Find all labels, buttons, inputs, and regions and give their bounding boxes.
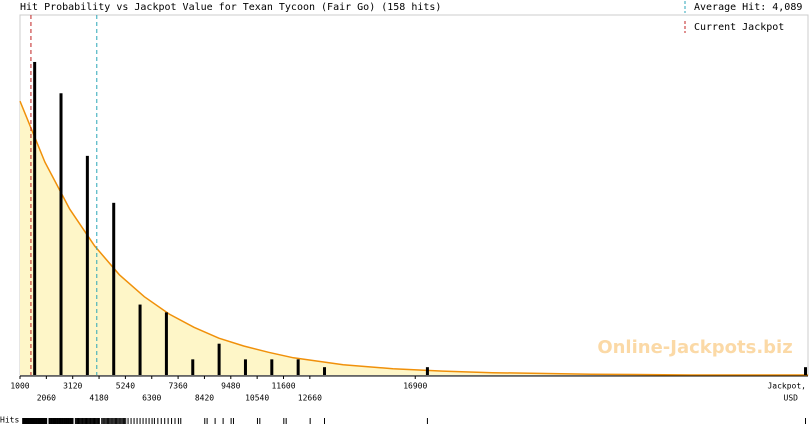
x-tick-label: 12660 (298, 394, 322, 403)
curve-line (19, 100, 808, 376)
bar (112, 202, 116, 375)
bar (323, 367, 327, 375)
legend-label: Current Jackpot (694, 22, 784, 33)
x-tick-label: 8420 (195, 394, 214, 403)
x-tick-label: 5240 (116, 382, 135, 391)
x-tick-label: 6300 (142, 394, 161, 403)
x-tick-label: 1000 (10, 382, 29, 391)
bar (191, 359, 195, 375)
bar (164, 312, 168, 375)
rug-label: Hits (0, 416, 19, 425)
legend-label: Average Hit: 4,089 (694, 2, 802, 13)
curve-area (20, 101, 808, 375)
x-tick-label: 4180 (89, 394, 108, 403)
x-tick-label: 9480 (221, 382, 240, 391)
watermark: Online-Jackpots.biz (597, 337, 792, 358)
x-tick-label: 10540 (245, 394, 269, 403)
bar (296, 359, 300, 375)
bar (33, 61, 37, 376)
bar (425, 367, 429, 375)
bar (243, 359, 247, 375)
x-tick-label: 2060 (37, 394, 56, 403)
x-tick-label: 16900 (403, 382, 427, 391)
x-tick-label: 7360 (168, 382, 187, 391)
bar (217, 343, 221, 375)
x-axis-label: USD (784, 394, 799, 403)
bar (138, 304, 142, 375)
plot: Average Hit: 4,089 Current Jackpot 1000 206… (10, 1, 809, 424)
x-axis-label: Jackpot, (767, 382, 806, 391)
bar (85, 155, 89, 375)
chart-title: Hit Probability vs Jackpot Value for Tex… (20, 2, 441, 13)
x-tick-label: 3120 (63, 382, 82, 391)
bar (270, 359, 274, 375)
bar (59, 93, 63, 376)
x-tick-label: 11600 (271, 382, 295, 391)
bar (804, 367, 808, 375)
